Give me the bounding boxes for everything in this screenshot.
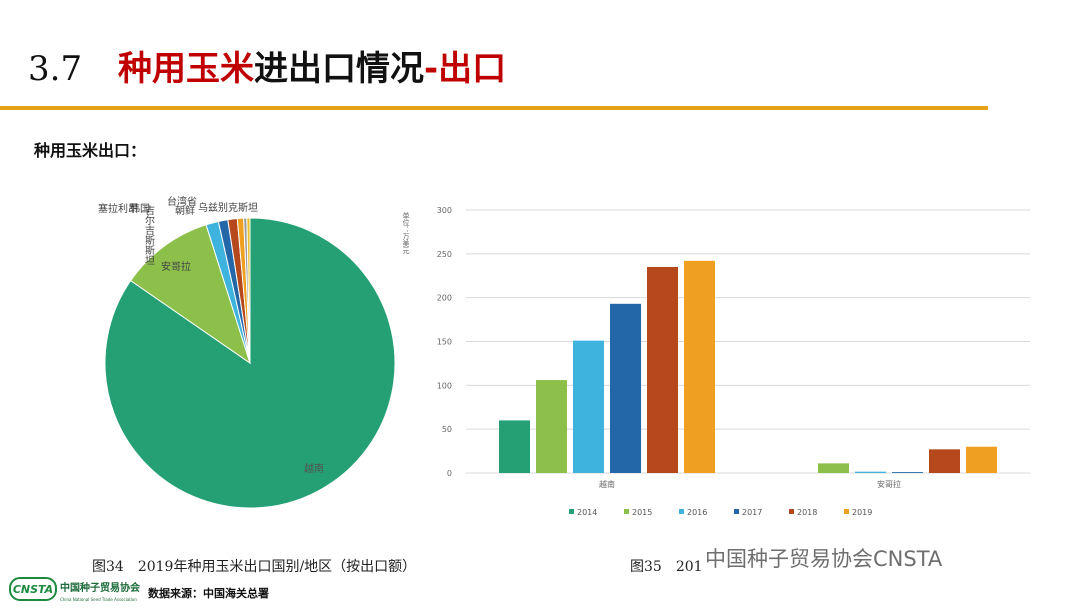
pie-slice bbox=[246, 217, 251, 364]
bar bbox=[818, 463, 849, 473]
legend-swatch bbox=[734, 509, 739, 514]
slide-title: 种用玉米进出口情况-出口 bbox=[118, 49, 506, 89]
pie-label: 越南 bbox=[304, 462, 324, 475]
pie-label: 朝鲜 bbox=[175, 204, 195, 217]
legend-swatch bbox=[844, 509, 849, 514]
legend-swatch bbox=[624, 509, 629, 514]
bar bbox=[684, 260, 715, 473]
y-tick-label: 100 bbox=[437, 381, 452, 390]
data-source: 数据来源：中国海关总署 bbox=[148, 586, 269, 600]
bar bbox=[966, 446, 997, 473]
logo-name: 中国种子贸易协会 bbox=[60, 581, 140, 594]
pie-label: 安哥拉 bbox=[161, 260, 191, 273]
pie-label: 韩国 bbox=[130, 202, 150, 215]
y-tick-label: 50 bbox=[442, 425, 452, 434]
legend-label: 2014 bbox=[577, 508, 597, 517]
title-part: 种用玉米 bbox=[118, 49, 254, 89]
y-tick-label: 200 bbox=[437, 294, 452, 303]
bar bbox=[929, 449, 960, 473]
y-tick-label: 250 bbox=[437, 250, 452, 259]
legend-label: 2019 bbox=[852, 508, 872, 517]
y-tick-label: 0 bbox=[447, 469, 452, 478]
title-part: -出口 bbox=[424, 49, 506, 89]
x-tick-label: 越南 bbox=[599, 479, 615, 489]
legend-swatch bbox=[569, 509, 574, 514]
y-tick-label: 150 bbox=[437, 338, 452, 347]
logo-english: China National Seed Trade Association bbox=[60, 597, 137, 602]
bar bbox=[647, 266, 678, 473]
y-axis-label: 单位：万美元 bbox=[402, 211, 410, 255]
title-rule bbox=[0, 106, 988, 110]
pie-label: 塞拉利昂 bbox=[98, 202, 138, 215]
watermark: 中国种子贸易协会CNSTA bbox=[705, 547, 943, 571]
caption: 图34 2019年种用玉米出口国别/地区（按出口额） bbox=[92, 559, 416, 575]
legend-label: 2018 bbox=[797, 508, 817, 517]
subtitle: 种用玉米出口： bbox=[33, 141, 146, 160]
bar bbox=[610, 303, 641, 473]
y-tick-label: 300 bbox=[437, 206, 452, 215]
pie-slice bbox=[104, 217, 396, 509]
x-tick-label: 安哥拉 bbox=[877, 479, 901, 489]
legend-label: 2017 bbox=[742, 508, 762, 517]
bar bbox=[536, 380, 567, 473]
pie-label: 乌兹别克斯坦 bbox=[198, 201, 258, 214]
bar bbox=[573, 340, 604, 473]
legend-label: 2016 bbox=[687, 508, 707, 517]
bar bbox=[892, 472, 923, 473]
logo-badge bbox=[9, 577, 57, 601]
legend-label: 2015 bbox=[632, 508, 652, 517]
title-part: 进出口情况 bbox=[254, 49, 424, 89]
bar bbox=[855, 471, 886, 473]
legend-swatch bbox=[679, 509, 684, 514]
pie-slice bbox=[129, 224, 251, 365]
pie-label: 吉尔吉斯斯坦 bbox=[143, 205, 155, 265]
pie-label: 台湾省 bbox=[167, 195, 197, 208]
logo-mark: CNSTA bbox=[13, 583, 53, 596]
section-number: 3.7 bbox=[28, 49, 82, 89]
bar bbox=[499, 420, 530, 473]
legend-swatch bbox=[789, 509, 794, 514]
caption: 图35 201 bbox=[630, 559, 703, 575]
